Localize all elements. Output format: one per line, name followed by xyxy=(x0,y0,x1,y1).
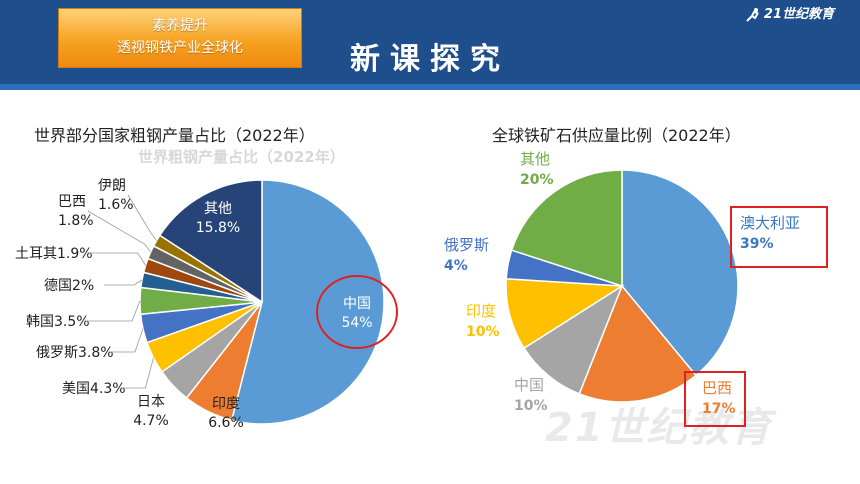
slice-value-0-8: 1.8% xyxy=(58,213,94,229)
highlight-box-brazil xyxy=(684,371,746,427)
pie-slice-1-3 xyxy=(505,277,625,350)
topic-tag: 素养提升 透视钢铁产业全球化 xyxy=(58,8,302,68)
slice-value-0-2: 4.7% xyxy=(133,413,169,429)
leader-line-0-3 xyxy=(122,357,154,389)
header-stripe xyxy=(0,84,860,90)
slice-name-1-4: 俄罗斯 xyxy=(444,236,489,254)
slice-value-0-9: 1.6% xyxy=(98,197,134,213)
slice-name-0-1: 印度 xyxy=(212,396,240,412)
pie-slice-1-2 xyxy=(523,284,624,395)
leader-line-0-4 xyxy=(110,328,144,353)
pie-slice-0-10 xyxy=(158,179,263,304)
brand-logo: 21世纪教育 xyxy=(736,4,834,26)
slice-label-0-6: 德国2% xyxy=(44,278,94,294)
highlight-circle-china xyxy=(316,275,398,349)
logo-text: 21世纪教育 xyxy=(763,7,834,22)
pie-slice-1-1 xyxy=(578,284,697,403)
slice-value-1-1: 17% xyxy=(702,401,736,417)
slice-name-0-8: 巴西 xyxy=(58,194,86,210)
slice-label-0-7: 土耳其1.9% xyxy=(15,246,93,262)
highlight-box-australia xyxy=(730,206,828,268)
slice-name-0-10: 其他 xyxy=(204,201,232,217)
leader-line-0-5 xyxy=(86,300,141,322)
pie-slice-0-0 xyxy=(230,179,385,425)
slice-name-0-0: 中国 xyxy=(343,296,371,312)
chart-title-iron-ore: 全球铁矿石供应量比例（2022年） xyxy=(492,126,741,145)
chart-title-steel: 世界部分国家粗钢产量占比（2022年） xyxy=(34,126,315,145)
slice-value-1-3: 10% xyxy=(466,324,500,340)
slice-value-0-0: 54% xyxy=(341,315,372,331)
watermark: 21世纪教育 xyxy=(545,405,773,451)
slice-value-1-4: 4% xyxy=(444,258,468,274)
slice-name-1-5: 其他 xyxy=(520,150,550,168)
leader-line-0-7 xyxy=(89,252,146,266)
slice-name-0-9: 伊朗 xyxy=(98,178,126,194)
slice-value-0-10: 15.8% xyxy=(196,220,240,236)
leader-line-0-6 xyxy=(104,279,143,286)
slice-name-0-2: 日本 xyxy=(137,394,165,410)
slice-value-1-0: 39% xyxy=(740,236,774,252)
page-title: 新课探究 xyxy=(350,42,510,77)
slice-name-1-1: 巴西 xyxy=(702,379,732,397)
slice-name-1-0: 澳大利亚 xyxy=(740,214,800,232)
slice-label-0-4: 俄罗斯3.8% xyxy=(36,345,114,361)
topic-tag-line2: 透视钢铁产业全球化 xyxy=(117,40,243,56)
slice-value-1-2: 10% xyxy=(514,398,548,414)
topic-tag-line1: 素养提升 xyxy=(152,18,208,34)
chart-ghost-title: 世界粗钢产量占比（2022年） xyxy=(138,148,345,166)
leader-line-0-9 xyxy=(127,194,157,241)
slice-label-0-3: 美国4.3% xyxy=(62,381,126,397)
pie-slice-1-5 xyxy=(510,169,623,288)
runner-icon xyxy=(746,7,759,22)
slice-value-0-1: 6.6% xyxy=(208,415,244,431)
slice-label-0-5: 韩国3.5% xyxy=(26,314,90,330)
slice-value-1-5: 20% xyxy=(520,172,554,188)
slice-name-1-2: 中国 xyxy=(514,376,544,394)
leader-line-0-8 xyxy=(87,210,151,253)
slice-name-1-3: 印度 xyxy=(466,302,496,320)
